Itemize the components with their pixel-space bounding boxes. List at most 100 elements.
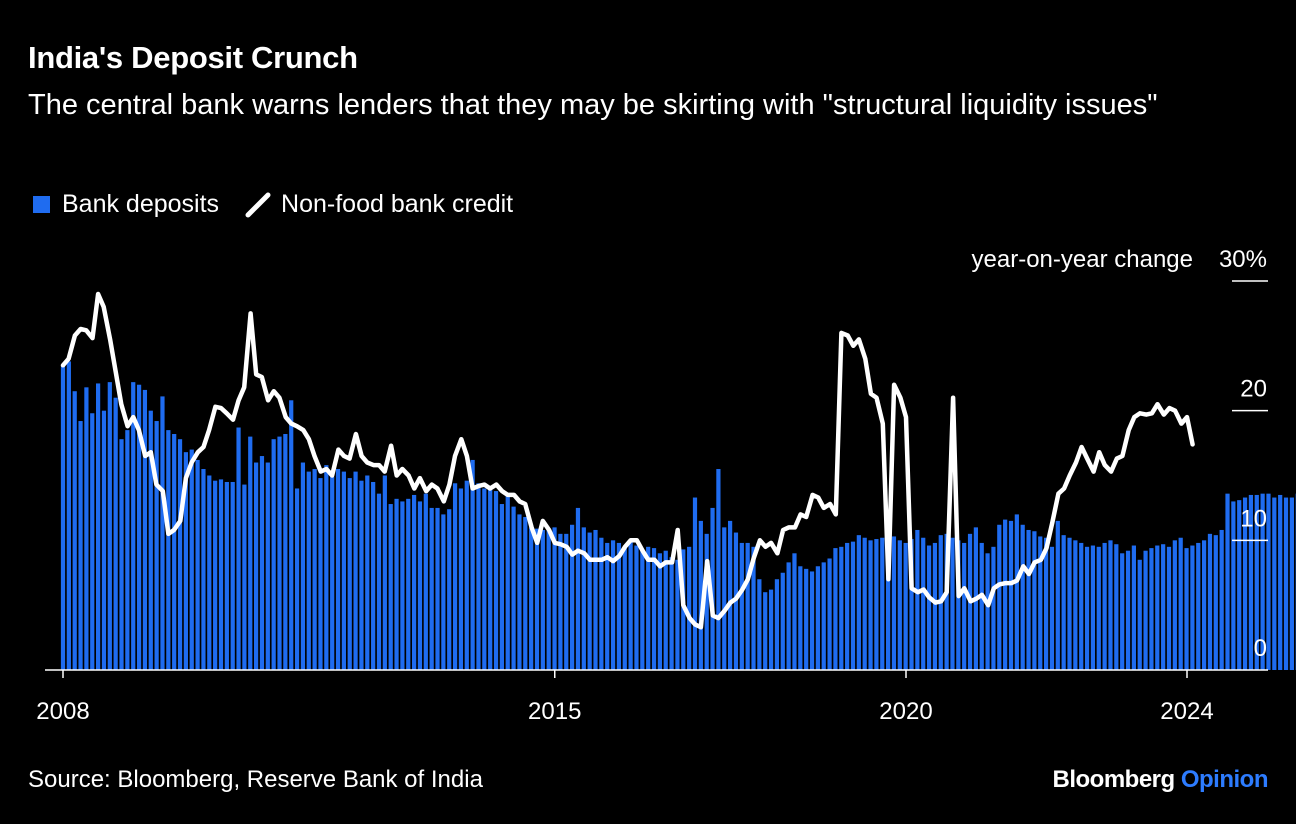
deposit-bar	[1155, 545, 1160, 670]
deposit-bar	[1090, 545, 1096, 670]
deposit-bar	[136, 384, 142, 670]
x-tick-label: 2024	[1160, 698, 1213, 725]
chart-subtitle: The central bank warns lenders that they…	[28, 89, 1158, 121]
deposit-bar	[1207, 533, 1213, 670]
deposit-bar	[529, 527, 534, 670]
deposit-bar	[710, 507, 715, 670]
deposit-bar	[757, 579, 762, 670]
deposit-bar	[827, 558, 832, 670]
deposit-bar	[1278, 494, 1283, 670]
deposit-bar	[1184, 548, 1189, 670]
deposit-bar	[142, 389, 148, 670]
x-tick-label: 2015	[528, 698, 581, 725]
deposit-bar	[1266, 493, 1271, 670]
deposit-bar	[780, 572, 785, 670]
deposit-bar	[903, 542, 908, 670]
deposit-bar	[991, 546, 996, 670]
deposit-bar	[558, 533, 563, 670]
deposit-bar	[763, 592, 768, 670]
deposit-bar	[1289, 497, 1294, 670]
deposit-bar	[570, 524, 575, 670]
y-tick-label: 20	[1240, 376, 1267, 403]
deposit-bar	[511, 506, 516, 670]
deposit-bar	[78, 421, 83, 670]
deposit-bar	[534, 528, 540, 670]
deposit-bar	[540, 529, 545, 670]
deposit-bar	[932, 542, 938, 670]
y-axis-label: year-on-year change	[972, 246, 1193, 273]
deposit-bar	[417, 501, 423, 670]
deposit-bar	[107, 382, 112, 670]
brand-accent: Opinion	[1180, 766, 1269, 793]
deposit-bar	[1242, 497, 1248, 670]
deposit-bar	[1014, 514, 1019, 670]
deposit-bar	[792, 553, 797, 670]
deposit-bar	[441, 514, 446, 670]
deposit-bar	[1178, 537, 1183, 670]
deposit-bar	[400, 501, 405, 670]
deposit-bar	[172, 434, 177, 670]
deposit-bar	[552, 527, 557, 670]
deposit-bar	[1055, 520, 1060, 670]
deposit-bar	[365, 475, 370, 670]
deposit-bar	[950, 537, 955, 670]
deposit-bar	[593, 529, 598, 670]
deposit-bar	[657, 553, 662, 670]
deposit-bar	[458, 488, 464, 670]
deposit-bar	[271, 439, 276, 670]
legend-deposits-label: Bank deposits	[62, 190, 220, 218]
deposit-bar	[1248, 494, 1254, 670]
deposit-bar	[1079, 542, 1084, 670]
deposit-bar	[833, 548, 838, 670]
deposit-bar	[985, 553, 990, 670]
deposit-bar	[1008, 520, 1014, 670]
deposit-bar	[96, 383, 101, 670]
deposit-bar	[335, 469, 341, 670]
deposit-bar	[821, 562, 826, 670]
brand-logo: Bloomberg Opinion	[1053, 766, 1269, 794]
deposit-bar	[505, 494, 510, 670]
deposit-bar	[517, 514, 522, 670]
deposit-bar	[347, 478, 352, 670]
deposit-bar	[470, 459, 475, 670]
deposit-bar	[915, 529, 920, 670]
deposit-bar	[722, 527, 727, 670]
deposit-bar	[581, 527, 586, 670]
deposit-bar	[774, 579, 780, 670]
deposit-bar	[1254, 494, 1259, 670]
deposit-bar	[1283, 497, 1289, 670]
deposit-bar	[728, 520, 733, 670]
deposit-bar	[1219, 529, 1224, 670]
deposit-bar	[997, 524, 1002, 670]
deposit-bar	[944, 533, 949, 670]
deposit-bar	[195, 459, 200, 670]
deposit-bar	[148, 410, 153, 670]
x-tick-label: 2020	[879, 698, 932, 725]
deposit-bar	[1038, 536, 1043, 670]
deposit-bar	[1231, 501, 1236, 670]
deposit-bar	[429, 507, 434, 670]
deposit-bar	[289, 400, 294, 670]
deposit-bar	[640, 550, 645, 670]
deposit-bar	[207, 475, 212, 670]
deposit-bar	[564, 533, 569, 670]
deposit-bar	[886, 535, 891, 670]
deposit-bar	[1225, 493, 1230, 670]
deposit-bar	[575, 507, 581, 670]
deposit-bar	[897, 540, 902, 670]
deposit-bar	[798, 566, 803, 670]
deposit-bar	[277, 436, 282, 670]
deposit-bar	[101, 410, 107, 670]
deposit-bar	[768, 589, 774, 670]
deposit-bar	[1166, 546, 1172, 670]
deposit-bar	[493, 491, 499, 670]
legend-credit-label: Non-food bank credit	[281, 190, 514, 218]
deposit-bar	[850, 541, 856, 670]
deposit-bar	[213, 480, 218, 670]
deposit-bar	[248, 436, 253, 670]
deposit-bar	[1096, 546, 1101, 670]
deposit-bar	[651, 548, 657, 670]
deposit-bar	[154, 421, 159, 670]
deposit-bar	[388, 504, 393, 670]
deposit-bar	[382, 475, 387, 670]
